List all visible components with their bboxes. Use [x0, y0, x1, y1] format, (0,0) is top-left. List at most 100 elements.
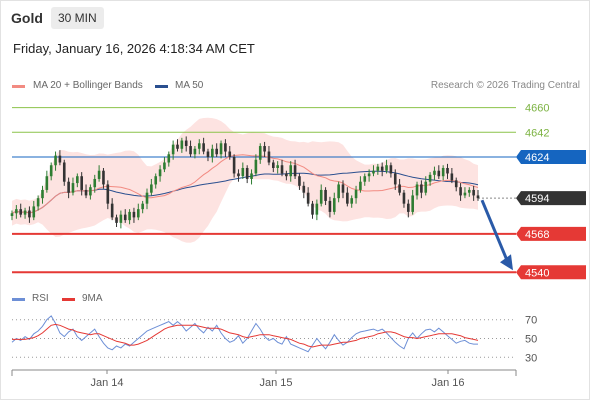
candle-body	[258, 146, 262, 160]
candle	[276, 161, 279, 174]
candle	[128, 209, 131, 225]
bollinger-band	[12, 117, 478, 243]
candle-body	[363, 176, 367, 182]
candle-body	[350, 198, 354, 204]
candle	[446, 163, 449, 179]
bollinger-band-area	[12, 117, 478, 243]
candle-body	[293, 165, 297, 177]
candle	[424, 176, 428, 196]
candle-body	[250, 173, 253, 179]
candle-body	[472, 189, 475, 196]
candle-body	[184, 140, 188, 147]
candle-body	[311, 203, 314, 215]
candle-body	[450, 173, 454, 181]
candle	[420, 180, 423, 199]
candle	[454, 177, 458, 192]
candle-body	[197, 143, 201, 149]
candle-body	[193, 148, 197, 155]
candle-body	[272, 162, 275, 168]
candle	[285, 170, 288, 181]
legend-ma50: MA 50	[155, 80, 203, 91]
candle	[197, 139, 201, 155]
candle-body	[319, 189, 323, 204]
time-axis: Jan 14 Jan 15 Jan 16	[11, 369, 517, 389]
time-tick-label: Jan 15	[259, 377, 292, 389]
candle-body	[123, 214, 127, 221]
candle	[311, 200, 314, 219]
candle	[302, 181, 306, 199]
candle-body	[280, 165, 284, 174]
candle-body	[463, 192, 467, 196]
candle-body	[97, 170, 101, 179]
candle-body	[163, 162, 166, 170]
candle-body	[420, 184, 423, 193]
timeframe-badge[interactable]: 30 MIN	[51, 7, 104, 29]
candle	[184, 136, 188, 152]
candle-body	[102, 170, 105, 185]
candle-body	[376, 166, 380, 171]
candle	[150, 178, 153, 196]
candle-body	[228, 151, 232, 158]
candle	[62, 159, 66, 186]
candle	[67, 177, 70, 199]
level-label-4594: 4594	[525, 193, 549, 205]
candle	[89, 184, 92, 200]
candle	[467, 187, 471, 197]
candle	[10, 210, 14, 221]
candle	[441, 165, 445, 181]
candle	[319, 184, 323, 207]
candle-body	[359, 181, 362, 190]
candle	[472, 185, 475, 201]
candle	[350, 195, 354, 208]
candle-body	[215, 148, 218, 155]
rsi-tick-label-70: 70	[525, 315, 537, 327]
rsi-series-9ma	[12, 323, 479, 348]
candle	[171, 140, 175, 160]
candle-body	[110, 203, 114, 218]
candle-body	[267, 151, 271, 163]
candle-body	[71, 183, 75, 193]
candle-body	[254, 159, 258, 174]
candle-body	[80, 176, 83, 190]
legend-rsi: RSI	[12, 293, 49, 304]
candle	[402, 189, 406, 208]
candle	[141, 200, 144, 214]
rsi-swatch-icon	[12, 298, 25, 301]
chart-header: Gold 30 MIN	[0, 0, 590, 36]
candle	[32, 200, 36, 221]
candle-body	[150, 184, 153, 193]
candle	[332, 192, 336, 215]
candle	[241, 162, 245, 179]
candle	[163, 157, 166, 173]
candle	[398, 178, 401, 196]
level-box-4568	[516, 226, 586, 241]
candle-body	[346, 192, 349, 204]
candle-body	[136, 209, 140, 218]
candle	[145, 188, 149, 210]
candle-body	[341, 184, 345, 193]
candle-body	[245, 167, 249, 179]
legend-ma50-label: MA 50	[175, 80, 204, 91]
candle	[119, 210, 123, 229]
rsi-panel: 30 50 70	[11, 315, 537, 364]
legend-9ma: 9MA	[62, 293, 103, 304]
candle-body	[67, 181, 70, 193]
candle-body	[76, 176, 79, 184]
candle	[346, 187, 349, 207]
candle	[254, 154, 258, 177]
candle	[36, 195, 40, 211]
timestamp: Friday, January 16, 2026 4:18:34 AM CET	[13, 41, 255, 56]
candle	[263, 141, 266, 158]
candle	[298, 173, 301, 190]
candle-body	[398, 184, 401, 193]
candle-body	[202, 143, 205, 152]
candle-body	[328, 200, 332, 212]
candle	[393, 169, 397, 190]
candle	[376, 163, 380, 175]
candle-body	[89, 187, 92, 196]
candle	[158, 165, 162, 182]
level-label-4660: 4660	[525, 103, 549, 115]
candle	[202, 137, 205, 155]
projection-arrow-icon	[480, 199, 513, 271]
